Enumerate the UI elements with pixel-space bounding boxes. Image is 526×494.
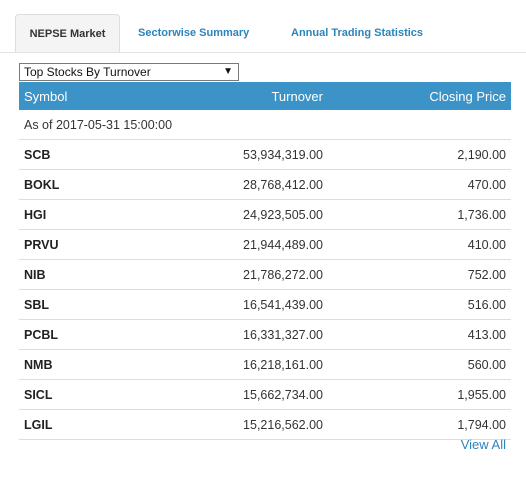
table-row: PCBL 16,331,327.00 413.00 <box>19 320 511 350</box>
header-turnover[interactable]: Turnover <box>271 89 323 104</box>
stock-symbol: SBL <box>24 298 49 312</box>
turnover-value: 28,768,412.00 <box>243 178 323 192</box>
table-row: HGI 24,923,505.00 1,736.00 <box>19 200 511 230</box>
turnover-value: 21,944,489.00 <box>243 238 323 252</box>
stock-symbol: SICL <box>24 388 53 402</box>
closing-price-value: 1,955.00 <box>457 388 506 402</box>
stock-symbol: NIB <box>24 268 46 282</box>
tab-sectorwise-summary[interactable]: Sectorwise Summary <box>138 27 250 39</box>
tab-bar: NEPSE Market Sectorwise Summary Annual T… <box>0 0 526 53</box>
table-row: SCB 53,934,319.00 2,190.00 <box>19 140 511 170</box>
stock-symbol: BOKL <box>24 178 60 192</box>
table-row: NMB 16,218,161.00 560.00 <box>19 350 511 380</box>
stock-symbol: NMB <box>24 358 53 372</box>
stock-symbol: LGIL <box>24 418 53 432</box>
turnover-value: 16,331,327.00 <box>243 328 323 342</box>
closing-price-value: 752.00 <box>467 268 506 282</box>
stock-symbol: SCB <box>24 148 51 162</box>
stock-symbol: PRVU <box>24 238 59 252</box>
chevron-down-icon: ▼ <box>223 66 233 77</box>
turnover-value: 53,934,319.00 <box>243 148 323 162</box>
as-of-timestamp: As of 2017-05-31 15:00:00 <box>24 118 173 132</box>
closing-price-value: 470.00 <box>467 178 506 192</box>
closing-price-value: 1,736.00 <box>457 208 506 222</box>
table-row: SBL 16,541,439.00 516.00 <box>19 290 511 320</box>
closing-price-value: 413.00 <box>467 328 506 342</box>
closing-price-value: 1,794.00 <box>457 418 506 432</box>
table-header: Symbol Turnover Closing Price <box>19 82 511 110</box>
header-closing-price[interactable]: Closing Price <box>429 89 506 104</box>
table-row: NIB 21,786,272.00 752.00 <box>19 260 511 290</box>
turnover-value: 16,541,439.00 <box>243 298 323 312</box>
turnover-value: 24,923,505.00 <box>243 208 323 222</box>
view-all-link[interactable]: View All <box>460 437 506 452</box>
table-row: PRVU 21,944,489.00 410.00 <box>19 230 511 260</box>
closing-price-value: 516.00 <box>467 298 506 312</box>
dropdown-selected-value: Top Stocks By Turnover <box>24 65 151 79</box>
closing-price-value: 2,190.00 <box>457 148 506 162</box>
closing-price-value: 410.00 <box>467 238 506 252</box>
stock-symbol: PCBL <box>24 328 59 342</box>
tab-annual-trading-statistics[interactable]: Annual Trading Statistics <box>291 27 424 39</box>
closing-price-value: 560.00 <box>467 358 506 372</box>
turnover-value: 15,662,734.00 <box>243 388 323 402</box>
turnover-value: 15,216,562.00 <box>243 418 323 432</box>
turnover-value: 16,218,161.00 <box>243 358 323 372</box>
turnover-value: 21,786,272.00 <box>243 268 323 282</box>
stock-list-dropdown[interactable]: Top Stocks By Turnover ▼ <box>19 63 239 81</box>
tab-nepse-market[interactable]: NEPSE Market <box>15 14 120 52</box>
table-row: BOKL 28,768,412.00 470.00 <box>19 170 511 200</box>
table-row: LGIL 15,216,562.00 1,794.00 <box>19 410 511 440</box>
as-of-row: As of 2017-05-31 15:00:00 <box>19 110 511 140</box>
table-row: SICL 15,662,734.00 1,955.00 <box>19 380 511 410</box>
header-symbol[interactable]: Symbol <box>24 89 68 104</box>
stock-symbol: HGI <box>24 208 47 222</box>
top-stocks-table: Symbol Turnover Closing Price As of 2017… <box>19 82 511 440</box>
